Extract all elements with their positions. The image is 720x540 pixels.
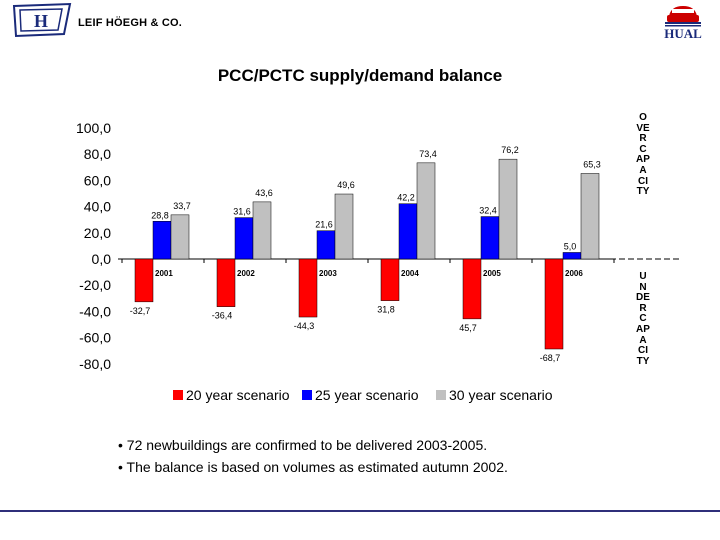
company-name: LEIF HÖEGH & CO. xyxy=(78,17,183,29)
legend-item-30-year: 30 year scenario xyxy=(436,387,553,403)
value-label: -32,7 xyxy=(130,306,151,316)
value-label: 45,7 xyxy=(459,323,477,333)
value-label: -36,4 xyxy=(212,311,233,321)
value-label: 33,7 xyxy=(173,201,191,211)
legend-label-20-year: 20 year scenario xyxy=(186,387,290,403)
undercapacity-label: UNDERCAPACITY xyxy=(636,271,650,367)
bullet-list: • 72 newbuildings are confirmed to be de… xyxy=(118,434,508,478)
y-tick-label: -40,0 xyxy=(79,303,111,319)
value-label: 28,8 xyxy=(151,210,169,220)
y-tick-label: 80,0 xyxy=(84,146,111,162)
legend-label-25-year: 25 year scenario xyxy=(315,387,419,403)
bar-25yr-2002 xyxy=(234,217,254,260)
category-label-2005: 2005 xyxy=(483,269,501,278)
bar-25yr-2003 xyxy=(316,230,336,260)
bars xyxy=(134,158,600,350)
balance-bar-chart: 100,0 80,0 60,0 40,0 20,0 0,0 -20,0 -40,0 -60,0 -… xyxy=(76,120,680,372)
value-label: 76,2 xyxy=(501,145,519,155)
bar-30yr-2004 xyxy=(416,162,436,260)
value-label: 31,6 xyxy=(233,207,251,217)
y-axis-ticks: 100,0 80,0 60,0 40,0 20,0 0,0 -20,0 -40,0 -60,0 -… xyxy=(76,120,111,372)
category-labels: 2001 2002 2003 2004 2005 2006 xyxy=(155,269,583,278)
bar-20yr-2004 xyxy=(380,258,400,301)
bar-30yr-2002 xyxy=(252,201,272,260)
y-tick-label: 40,0 xyxy=(84,199,111,215)
hual-logo: HUAL xyxy=(664,6,702,40)
bar-20yr-2001 xyxy=(134,258,154,303)
category-label-2004: 2004 xyxy=(401,269,419,278)
zero-line-group xyxy=(118,258,680,263)
bar-25yr-2004 xyxy=(398,203,418,260)
bar-30yr-2001 xyxy=(170,214,190,260)
category-label-2006: 2006 xyxy=(565,269,583,278)
logo-right-text: HUAL xyxy=(664,26,702,40)
y-tick-label: -60,0 xyxy=(79,330,111,346)
bar-30yr-2006 xyxy=(580,173,600,260)
footer-line xyxy=(0,510,720,512)
legend-item-20-year: 20 year scenario xyxy=(173,387,290,403)
value-label: 42,2 xyxy=(397,193,415,203)
value-label: -44,3 xyxy=(294,321,315,331)
overcapacity-label: OVERCAPACITY xyxy=(636,112,650,198)
y-tick-label: -20,0 xyxy=(79,277,111,293)
bar-30yr-2003 xyxy=(334,193,354,260)
bar-20yr-2005 xyxy=(462,258,482,320)
slide-title: PCC/PCTC supply/demand balance xyxy=(217,66,503,85)
legend-swatch-red xyxy=(173,390,183,400)
bar-25yr-2006 xyxy=(562,252,582,260)
hoegh-flag-logo: H xyxy=(12,2,72,38)
bar-20yr-2003 xyxy=(298,258,318,318)
legend-label-30-year: 30 year scenario xyxy=(449,387,553,403)
y-tick-label: 20,0 xyxy=(84,225,111,241)
y-tick-label: -80,0 xyxy=(79,356,111,372)
bar-25yr-2005 xyxy=(480,216,500,260)
value-label: 31,8 xyxy=(377,305,395,315)
bar-20yr-2002 xyxy=(216,258,236,307)
legend-swatch-blue xyxy=(302,390,312,400)
value-labels: -32,7 -36,4 -44,3 31,8 45,7 -68,7 28,8 31,6 21,6… xyxy=(130,145,601,363)
value-label: 49,6 xyxy=(337,180,355,190)
bar-25yr-2001 xyxy=(152,221,172,260)
value-label: 5,0 xyxy=(564,241,577,251)
bullet-item: • The balance is based on volumes as est… xyxy=(118,459,508,475)
y-tick-label: 0,0 xyxy=(92,251,112,267)
category-label-2001: 2001 xyxy=(155,269,173,278)
category-label-2002: 2002 xyxy=(237,269,255,278)
legend-swatch-gray xyxy=(436,390,446,400)
bar-30yr-2005 xyxy=(498,158,518,260)
value-label: 65,3 xyxy=(583,159,601,169)
category-label-2003: 2003 xyxy=(319,269,337,278)
value-label: 73,4 xyxy=(419,149,437,159)
value-label: 43,6 xyxy=(255,188,273,198)
value-label: -68,7 xyxy=(540,353,561,363)
y-tick-label: 100,0 xyxy=(76,120,111,136)
bullet-item: • 72 newbuildings are confirmed to be de… xyxy=(118,437,488,453)
logo-left-letter: H xyxy=(34,11,48,31)
value-label: 21,6 xyxy=(315,220,333,230)
legend-item-25-year: 25 year scenario xyxy=(302,387,419,403)
y-tick-label: 60,0 xyxy=(84,172,111,188)
bar-20yr-2006 xyxy=(544,258,564,350)
value-label: 32,4 xyxy=(479,206,497,216)
